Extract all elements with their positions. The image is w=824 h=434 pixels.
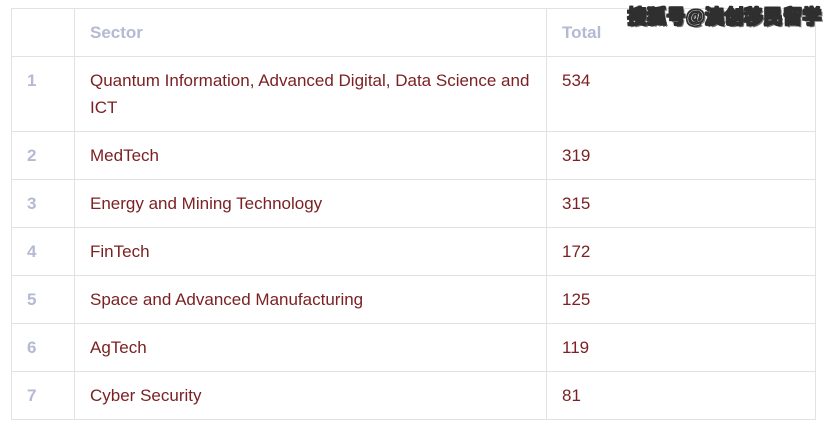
rank-column-header bbox=[11, 8, 75, 57]
total-value: 125 bbox=[546, 275, 816, 324]
table-row: 6 AgTech 119 bbox=[11, 323, 816, 372]
rank-value: 1 bbox=[11, 56, 75, 132]
table-row: 4 FinTech 172 bbox=[11, 227, 816, 276]
table-row: 5 Space and Advanced Manufacturing 125 bbox=[11, 275, 816, 324]
total-value: 534 bbox=[546, 56, 816, 132]
sector-value: Quantum Information, Advanced Digital, D… bbox=[74, 56, 547, 132]
table-row: 1 Quantum Information, Advanced Digital,… bbox=[11, 56, 816, 132]
sector-value: Space and Advanced Manufacturing bbox=[74, 275, 547, 324]
sector-value: FinTech bbox=[74, 227, 547, 276]
rank-value: 5 bbox=[11, 275, 75, 324]
total-value: 315 bbox=[546, 179, 816, 228]
total-value: 81 bbox=[546, 371, 816, 420]
sector-column-header: Sector bbox=[74, 8, 547, 57]
rank-value: 6 bbox=[11, 323, 75, 372]
sector-totals-table: Sector Total 1 Quantum Information, Adva… bbox=[11, 8, 816, 420]
sector-value: AgTech bbox=[74, 323, 547, 372]
rank-value: 2 bbox=[11, 131, 75, 180]
total-value: 319 bbox=[546, 131, 816, 180]
table-row: 2 MedTech 319 bbox=[11, 131, 816, 180]
rank-value: 7 bbox=[11, 371, 75, 420]
rank-value: 3 bbox=[11, 179, 75, 228]
sector-value: Cyber Security bbox=[74, 371, 547, 420]
table-row: 3 Energy and Mining Technology 315 bbox=[11, 179, 816, 228]
sector-value: Energy and Mining Technology bbox=[74, 179, 547, 228]
total-value: 119 bbox=[546, 323, 816, 372]
sohu-watermark: 搜狐号@澳创移民留学 bbox=[627, 7, 822, 29]
total-value: 172 bbox=[546, 227, 816, 276]
sector-value: MedTech bbox=[74, 131, 547, 180]
rank-value: 4 bbox=[11, 227, 75, 276]
table-row: 7 Cyber Security 81 bbox=[11, 371, 816, 420]
total-column-header: Total bbox=[546, 8, 816, 57]
